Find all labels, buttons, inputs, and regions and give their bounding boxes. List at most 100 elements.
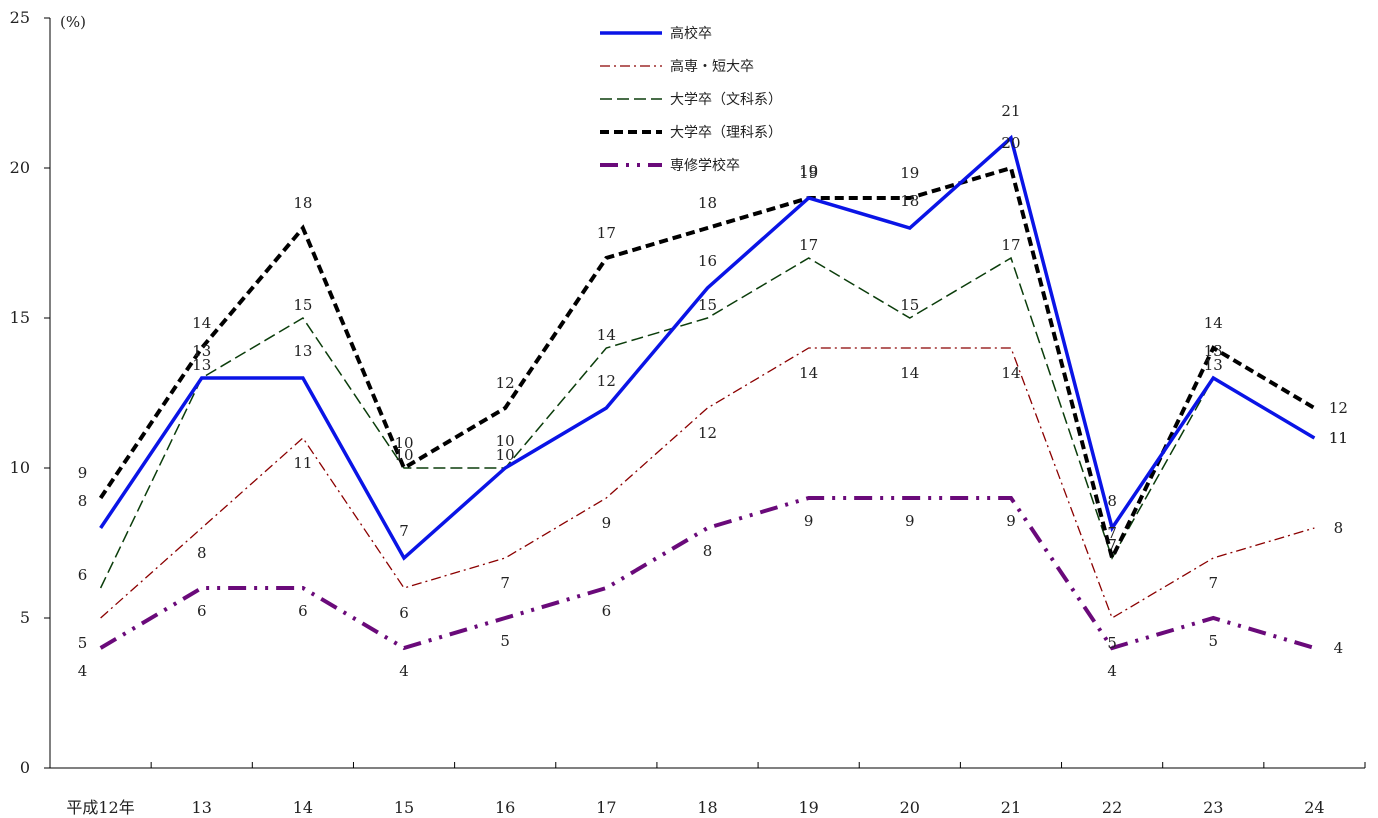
data-label: 5 (1208, 632, 1218, 650)
data-label: 9 (78, 464, 88, 482)
data-label: 10 (496, 446, 515, 464)
data-label: 17 (597, 224, 616, 242)
x-tick-label: 15 (394, 798, 414, 817)
data-label: 7 (500, 574, 510, 592)
series-line-4 (99, 496, 1315, 651)
data-label: 8 (1334, 519, 1344, 537)
data-label: 21 (1001, 102, 1020, 120)
y-tick-label: 20 (10, 158, 30, 177)
data-label: 11 (1329, 429, 1348, 447)
data-label: 9 (905, 512, 915, 530)
data-label: 8 (78, 492, 88, 510)
data-label: 13 (192, 356, 211, 374)
data-label: 5 (500, 632, 510, 650)
x-tick-label: 平成12年 (66, 798, 134, 817)
y-tick-label: 25 (10, 8, 30, 27)
legend-label-3: 大学卒（理科系） (670, 125, 782, 141)
data-label: 5 (1107, 634, 1117, 652)
unit-label: (%) (60, 13, 86, 31)
data-label: 14 (1001, 364, 1020, 382)
data-label: 9 (1006, 512, 1016, 530)
x-tick-label: 14 (293, 798, 313, 817)
data-label: 6 (602, 602, 612, 620)
x-tick-label: 17 (596, 798, 616, 817)
data-label: 14 (799, 364, 818, 382)
data-label: 6 (399, 604, 409, 622)
data-label: 14 (1204, 314, 1223, 332)
data-label: 7 (1107, 536, 1117, 554)
data-label: 12 (1329, 399, 1348, 417)
data-label: 18 (900, 192, 919, 210)
series-line-2 (99, 256, 1315, 589)
data-label: 13 (1204, 342, 1223, 360)
data-label: 14 (900, 364, 919, 382)
data-label: 6 (197, 602, 207, 620)
data-label: 8 (1107, 492, 1117, 510)
y-tick-label: 5 (20, 608, 30, 627)
data-label: 17 (1001, 236, 1020, 254)
data-label: 18 (293, 194, 312, 212)
x-tick-label: 21 (1001, 798, 1021, 817)
data-label: 11 (293, 454, 312, 472)
data-label: 11 (1329, 429, 1348, 447)
x-tick-label: 18 (697, 798, 717, 817)
data-label: 10 (496, 432, 515, 450)
x-tick-label: 16 (495, 798, 515, 817)
data-label: 6 (78, 566, 88, 584)
data-label: 18 (698, 194, 717, 212)
data-label: 6 (298, 602, 308, 620)
data-label: 14 (192, 314, 211, 332)
data-label: 16 (698, 252, 717, 270)
data-label: 15 (698, 296, 717, 314)
y-tick-label: 15 (10, 308, 30, 327)
legend-label-0: 高校卒 (670, 25, 712, 42)
data-label: 4 (78, 662, 88, 680)
y-tick-label: 10 (10, 458, 30, 477)
data-label: 8 (197, 544, 207, 562)
x-tick-label: 24 (1304, 798, 1324, 817)
data-label: 9 (804, 512, 814, 530)
data-label: 17 (799, 236, 818, 254)
series-layer (98, 134, 1316, 651)
series-line-1 (100, 347, 1315, 619)
x-tick-label: 23 (1203, 798, 1223, 817)
data-label: 14 (597, 326, 616, 344)
data-label: 7 (1208, 574, 1218, 592)
axes: 0 5 10 15 20 25 平成12年 13 14 15 16 17 18 19 20 21 22 23 24 (10, 8, 1366, 817)
data-label: 12 (698, 424, 717, 442)
data-label: 19 (799, 162, 818, 180)
x-tick-label: 20 (900, 798, 920, 817)
data-label: 13 (293, 342, 312, 360)
data-label: 4 (399, 662, 409, 680)
data-label: 4 (1334, 639, 1344, 657)
legend-label-4: 専修学校卒 (670, 157, 740, 174)
data-label: 12 (496, 374, 515, 392)
data-label: 9 (602, 514, 612, 532)
legend-label-1: 高専・短大卒 (670, 58, 754, 75)
x-tick-label: 19 (798, 798, 818, 817)
data-label: 20 (1001, 134, 1020, 152)
data-label: 10 (394, 446, 413, 464)
series-line-0 (99, 134, 1316, 561)
y-tick-label: 0 (20, 758, 30, 777)
data-label: 15 (293, 296, 312, 314)
data-label: 10 (394, 434, 413, 452)
data-label: 7 (1107, 524, 1117, 542)
legend-label-2: 大学卒（文科系） (670, 92, 782, 108)
data-label: 19 (799, 164, 818, 182)
x-tick-label: 22 (1102, 798, 1122, 817)
data-label: 13 (192, 342, 211, 360)
data-label: 4 (1107, 662, 1117, 680)
series-line-3 (98, 165, 1316, 564)
data-label: 8 (703, 542, 713, 560)
data-label: 12 (597, 372, 616, 390)
data-label: 13 (1204, 356, 1223, 374)
data-label: 19 (900, 164, 919, 182)
data-label: 7 (399, 522, 409, 540)
data-label: 5 (78, 634, 88, 652)
data-label: 15 (900, 296, 919, 314)
x-tick-label: 13 (192, 798, 212, 817)
